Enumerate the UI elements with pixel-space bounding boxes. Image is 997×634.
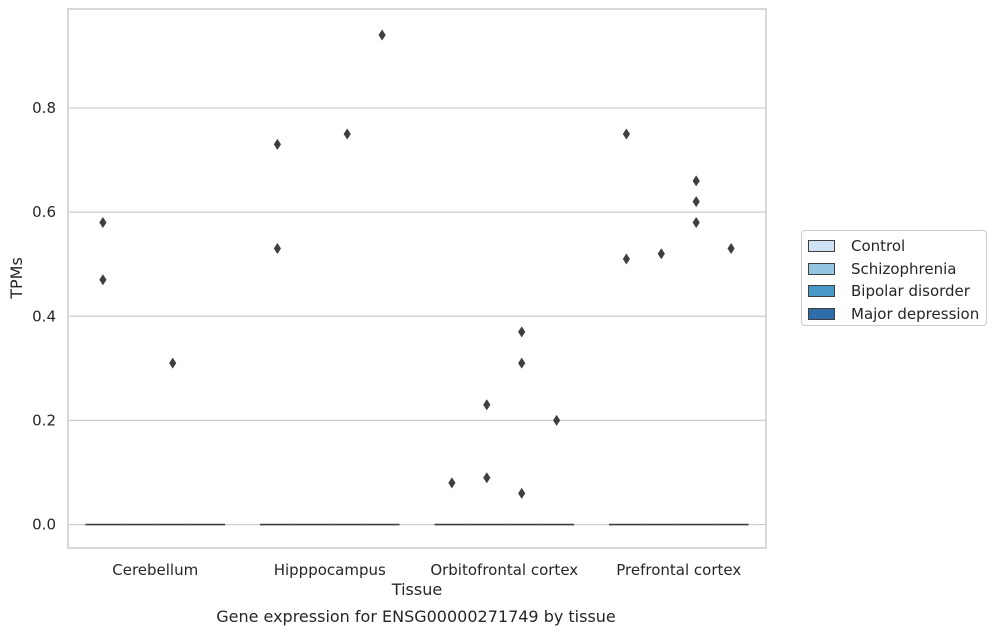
outlier-point [169, 357, 177, 369]
outlier-point [483, 399, 491, 411]
outlier-point [273, 138, 281, 150]
outlier-point [378, 29, 386, 41]
y-tick-label: 0.6 [32, 203, 56, 221]
legend-item: Control [808, 235, 986, 258]
outlier-point [622, 253, 630, 265]
x-tick-label: Orbitofrontal cortex [430, 561, 578, 579]
y-tick-label: 0.8 [32, 99, 56, 117]
outlier-point [343, 128, 351, 140]
legend-label: Major depression [851, 305, 980, 324]
legend-item: Major depression [808, 303, 986, 326]
legend-label: Control [851, 237, 906, 256]
y-tick-label: 0.0 [32, 516, 56, 534]
plot-frame [67, 8, 767, 549]
legend-swatch [808, 285, 835, 298]
outlier-point [692, 175, 700, 187]
outlier-point [273, 243, 281, 255]
x-tick-label: Prefrontal cortex [616, 561, 741, 579]
legend-swatch [808, 308, 835, 321]
outliers [99, 29, 735, 499]
outlier-point [518, 487, 526, 499]
chart-caption: Gene expression for ENSG00000271749 by t… [216, 607, 616, 626]
legend-label: Schizophrenia [851, 259, 957, 278]
outlier-point [518, 326, 526, 338]
x-tick-label: Hipppocampus [274, 561, 386, 579]
outlier-point [657, 248, 665, 260]
outlier-point [692, 196, 700, 208]
y-tick-label: 0.2 [32, 411, 56, 429]
outlier-point [448, 477, 456, 489]
legend-label: Bipolar disorder [851, 282, 970, 301]
outlier-point [622, 128, 630, 140]
outlier-point [727, 243, 735, 255]
legend-swatch [808, 240, 835, 253]
legend-item: Schizophrenia [808, 258, 986, 281]
x-tick-label: Cerebellum [112, 561, 198, 579]
y-axis-label: TPMs [7, 257, 26, 300]
y-axis-ticks: 0.0 0.2 0.4 0.6 0.8 [32, 99, 56, 534]
y-tick-label: 0.4 [32, 307, 56, 325]
legend-item: Bipolar disorder [808, 280, 986, 303]
outlier-point [99, 274, 107, 286]
legend-swatch [808, 262, 835, 275]
x-axis-ticks: Cerebellum Hipppocampus Orbitofrontal cort… [112, 561, 741, 579]
outlier-point [483, 472, 491, 484]
outlier-point [692, 217, 700, 229]
outlier-point [553, 414, 561, 426]
outlier-point [518, 357, 526, 369]
outlier-point [99, 217, 107, 229]
x-axis-label: Tissue [391, 580, 442, 599]
legend: Control Schizophrenia Bipolar disorder Majo… [801, 230, 987, 326]
